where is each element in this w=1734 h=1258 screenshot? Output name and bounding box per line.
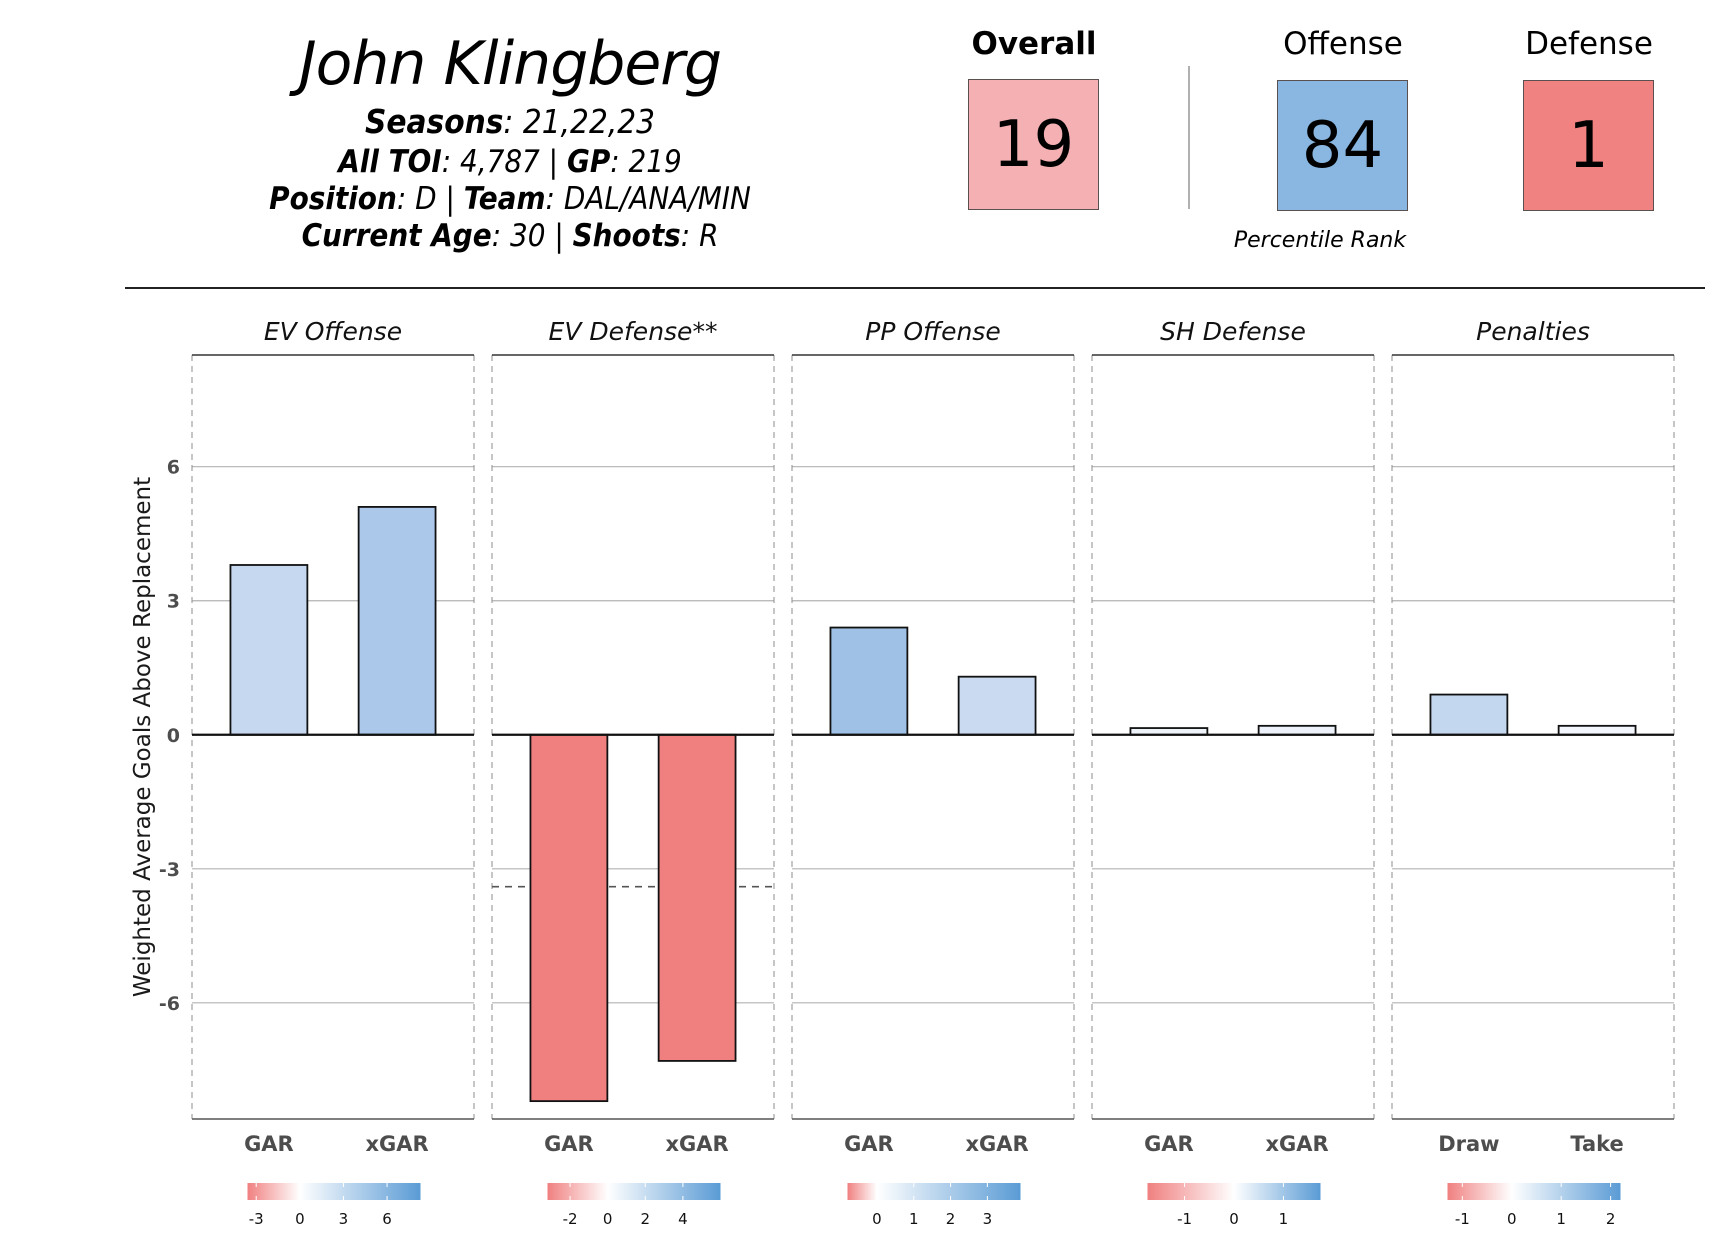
facet-panel: EV Defense** GAR xGAR -2 0 2 4 [491,317,775,1228]
legend-tick-label: -1 [1177,1210,1192,1228]
gp-label: GP [566,144,611,180]
x-tick-label: Draw [1438,1132,1499,1156]
overall-title: Overall [971,26,1097,62]
bar-xgar [357,506,437,736]
position-label: Position [269,181,397,217]
percentile-rank-caption: Percentile Rank [1233,228,1407,253]
player-info: John Klingberg Seasons: 21,22,23 All TOI… [230,28,790,255]
legend-tick-label: 1 [909,1210,919,1228]
bar-gar [229,564,309,736]
seasons-value: 21,22,23 [522,102,656,141]
legend-tick-label: 3 [339,1210,349,1228]
facet-panels: EV Offense GAR xGAR -3 0 3 6 EV Defense** GAR xGA… [191,317,1675,1228]
overall-rank-box: 19 [968,79,1099,210]
legend-colorbar [547,1183,721,1200]
bar-draw [1429,693,1509,736]
facet-title: Penalties [1476,317,1590,346]
x-tick-label: xGAR [965,1132,1028,1156]
y-tick-label: -6 [159,993,180,1015]
toi-line: All TOI: 4,787 | GP: 219 [338,144,682,180]
legend-tick-label: 2 [1606,1210,1616,1228]
x-tick-label: xGAR [365,1132,428,1156]
defense-title: Defense [1525,26,1653,62]
x-tick-label: xGAR [665,1132,728,1156]
rank-divider [1188,66,1190,209]
color-legend: -2 0 2 4 [547,1183,721,1228]
facet-title: EV Defense** [549,317,718,346]
facet-panel: PP Offense GAR xGAR 0 1 2 3 [791,317,1075,1228]
color-legend: -1 0 1 [1147,1183,1321,1228]
shoots-label: Shoots [572,218,681,254]
age-line: Current Age: 30 | Shoots: R [301,218,719,254]
team-value: DAL/ANA/MIN [563,181,751,217]
legend-tick-label: 0 [1229,1210,1239,1228]
offense-title: Offense [1283,26,1403,62]
legend-colorbar [1447,1183,1621,1200]
legend-tick-label: -1 [1455,1210,1470,1228]
y-tick-label: -3 [159,859,180,881]
position-line: Position: D | Team: DAL/ANA/MIN [269,181,751,217]
x-tick-label: GAR [844,1132,894,1156]
offense-rank-box: 84 [1277,80,1408,211]
legend-colorbar [247,1183,421,1200]
legend-colorbar [1147,1183,1321,1200]
color-legend: 0 1 2 3 [847,1183,1021,1228]
legend-tick-label: -3 [249,1210,264,1228]
age-label: Current Age [301,218,492,254]
header-separator [125,287,1705,289]
legend-tick-label: 4 [678,1210,688,1228]
bar-xgar [957,675,1037,736]
facet-panel: SH Defense GAR xGAR -1 0 1 [1091,317,1375,1228]
shoots-value: R [699,218,719,254]
legend-tick-label: 1 [1279,1210,1289,1228]
legend-tick-label: 6 [382,1210,392,1228]
legend-tick-label: 0 [295,1210,305,1228]
facet-title: PP Offense [865,317,1000,346]
separator: | [554,218,564,254]
toi-label: All TOI [338,144,442,180]
legend-tick-label: 2 [641,1210,651,1228]
color-legend: -1 0 1 2 [1447,1183,1621,1228]
age-value: 30 [509,218,546,254]
defense-rank-box: 1 [1523,80,1654,211]
x-tick-label: GAR [244,1132,294,1156]
separator: | [548,144,559,180]
seasons-line: Seasons: 21,22,23 [364,102,656,141]
toi-value: 4,787 [459,144,540,180]
legend-tick-label: 0 [603,1210,613,1228]
y-axis-ticks: -6 -3 0 3 6 [159,457,180,1015]
team-label: Team [463,181,546,217]
legend-tick-label: 0 [872,1210,882,1228]
legend-tick-label: 3 [983,1210,993,1228]
y-axis-title: Weighted Average Goals Above Replacement [130,477,156,997]
y-tick-label: 0 [167,725,180,747]
seasons-label: Seasons [364,102,504,141]
x-tick-label: xGAR [1265,1132,1328,1156]
bar-xgar [657,733,737,1062]
x-tick-label: Take [1570,1132,1623,1156]
y-tick-label: 6 [167,457,180,479]
x-tick-label: GAR [544,1132,594,1156]
legend-colorbar [847,1183,1021,1200]
facet-panel: Penalties Draw Take -1 0 1 2 [1391,317,1675,1228]
player-name: John Klingberg [298,29,722,99]
y-tick-label: 3 [167,591,180,613]
bar-take [1557,724,1637,736]
position-value: D [415,181,437,217]
gp-value: 219 [628,144,682,180]
legend-tick-label: 0 [1507,1210,1517,1228]
legend-tick-label: 2 [946,1210,956,1228]
separator: | [445,181,455,217]
x-tick-label: GAR [1144,1132,1194,1156]
bar-gar [529,733,609,1103]
legend-tick-label: 1 [1556,1210,1566,1228]
legend-tick-label: -2 [563,1210,578,1228]
color-legend: -3 0 3 6 [247,1183,421,1228]
facet-panel: EV Offense GAR xGAR -3 0 3 6 [191,317,475,1228]
facet-title: SH Defense [1160,317,1306,346]
bar-xgar [1257,724,1337,736]
facet-title: EV Offense [264,317,402,346]
bar-gar [829,626,909,736]
